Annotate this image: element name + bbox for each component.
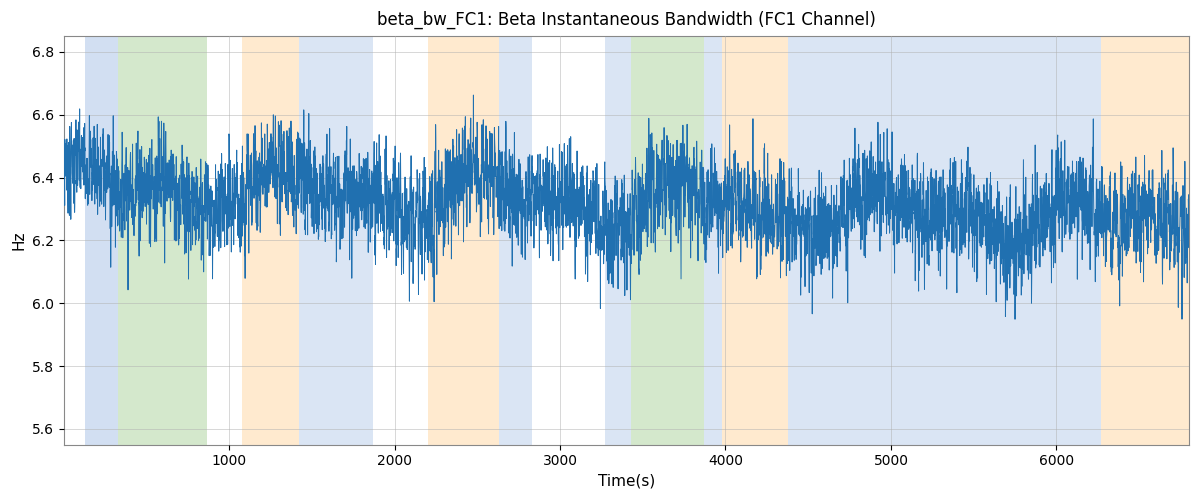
Title: beta_bw_FC1: Beta Instantaneous Bandwidth (FC1 Channel): beta_bw_FC1: Beta Instantaneous Bandwidt… bbox=[377, 11, 876, 30]
Bar bbox=[704, 36, 722, 445]
Bar bbox=[242, 36, 299, 445]
Bar bbox=[118, 36, 208, 445]
Bar bbox=[788, 36, 809, 445]
Bar bbox=[299, 36, 373, 445]
Bar bbox=[1102, 36, 1189, 445]
X-axis label: Time(s): Time(s) bbox=[598, 474, 655, 489]
Bar bbox=[631, 36, 704, 445]
Bar bbox=[605, 36, 631, 445]
Bar bbox=[809, 36, 1102, 445]
Bar bbox=[427, 36, 499, 445]
Y-axis label: Hz: Hz bbox=[11, 230, 26, 250]
Bar bbox=[722, 36, 788, 445]
Bar bbox=[85, 36, 118, 445]
Bar bbox=[499, 36, 532, 445]
